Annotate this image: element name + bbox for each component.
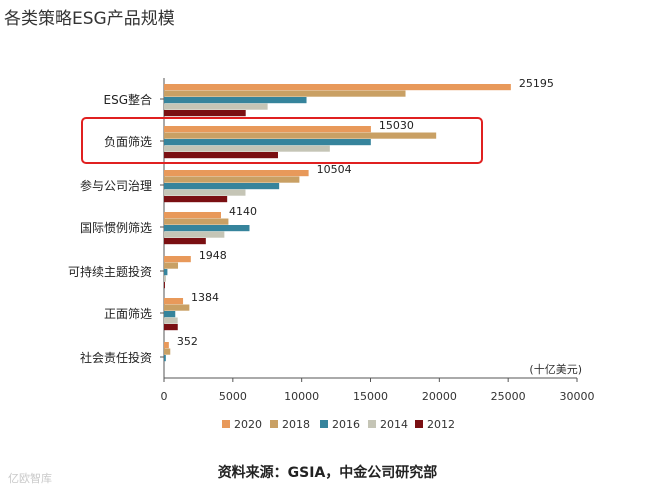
bar-2020 bbox=[164, 170, 309, 177]
bar-2014 bbox=[164, 275, 166, 282]
bar-2012 bbox=[164, 324, 178, 331]
category-label: 国际惯例筛选 bbox=[80, 220, 152, 235]
bar-2012 bbox=[164, 282, 165, 289]
bar-2018 bbox=[164, 304, 190, 311]
bar-2014 bbox=[164, 103, 268, 110]
bar-2016 bbox=[164, 355, 166, 362]
bar-2020 bbox=[164, 84, 511, 91]
legend-label: 2014 bbox=[380, 418, 408, 431]
data-label: 4140 bbox=[229, 205, 257, 218]
bar-2020 bbox=[164, 342, 169, 349]
data-label: 352 bbox=[177, 335, 198, 348]
legend-label: 2020 bbox=[234, 418, 262, 431]
bar-2016 bbox=[164, 311, 176, 318]
watermark: 亿欧智库 bbox=[8, 472, 52, 485]
bar-2014 bbox=[164, 317, 178, 324]
highlight-box bbox=[81, 117, 483, 164]
unit-label: (十亿美元) bbox=[529, 362, 582, 376]
bar-2016 bbox=[164, 183, 280, 190]
x-tick-label: 30000 bbox=[560, 390, 595, 403]
legend-label: 2018 bbox=[282, 418, 310, 431]
bar-2018 bbox=[164, 176, 300, 183]
category-label: 可持续主题投资 bbox=[68, 264, 152, 279]
bar-2020 bbox=[164, 298, 184, 305]
data-label: 25195 bbox=[519, 77, 554, 90]
bar-2020 bbox=[164, 126, 371, 133]
x-tick-label: 5000 bbox=[219, 390, 247, 403]
x-tick-label: 20000 bbox=[422, 390, 457, 403]
legend-label: 2012 bbox=[427, 418, 455, 431]
category-label: ESG整合 bbox=[104, 92, 153, 107]
legend-label: 2016 bbox=[332, 418, 360, 431]
data-label: 1948 bbox=[199, 249, 227, 262]
x-tick-label: 25000 bbox=[491, 390, 526, 403]
bar-2012 bbox=[164, 110, 246, 117]
category-label: 正面筛选 bbox=[104, 306, 152, 321]
category-label: 负面筛选 bbox=[104, 134, 152, 149]
bar-2020 bbox=[164, 256, 191, 263]
category-label: 参与公司治理 bbox=[80, 178, 152, 193]
bar-2016 bbox=[164, 139, 371, 146]
bar-2012 bbox=[164, 196, 228, 203]
bar-2012 bbox=[164, 238, 206, 245]
legend-swatch-2014 bbox=[368, 420, 376, 428]
bar-2016 bbox=[164, 225, 250, 232]
data-label: 10504 bbox=[317, 163, 352, 176]
bar-2016 bbox=[164, 97, 307, 104]
bar-2018 bbox=[164, 90, 406, 97]
bar-2016 bbox=[164, 269, 168, 276]
bar-2014 bbox=[164, 189, 246, 196]
bar-2018 bbox=[164, 132, 437, 139]
bar-2018 bbox=[164, 262, 179, 269]
x-tick-label: 10000 bbox=[284, 390, 319, 403]
bar-2020 bbox=[164, 212, 221, 219]
bar-2018 bbox=[164, 348, 171, 355]
bar-2014 bbox=[164, 145, 330, 152]
x-tick-label: 15000 bbox=[353, 390, 388, 403]
source-note: 资料来源：GSIA，中金公司研究部 bbox=[217, 465, 438, 481]
bar-2012 bbox=[164, 152, 278, 159]
data-label: 1384 bbox=[191, 291, 219, 304]
category-label: 社会责任投资 bbox=[80, 350, 152, 365]
legend-swatch-2020 bbox=[222, 420, 230, 428]
data-label: 15030 bbox=[379, 119, 414, 132]
bar-2018 bbox=[164, 218, 229, 225]
legend-swatch-2016 bbox=[320, 420, 328, 428]
x-tick-label: 0 bbox=[161, 390, 168, 403]
legend-swatch-2012 bbox=[415, 420, 423, 428]
chart-title: 各类策略ESG产品规模 bbox=[4, 9, 175, 29]
bar-2014 bbox=[164, 231, 225, 238]
legend-swatch-2018 bbox=[270, 420, 278, 428]
